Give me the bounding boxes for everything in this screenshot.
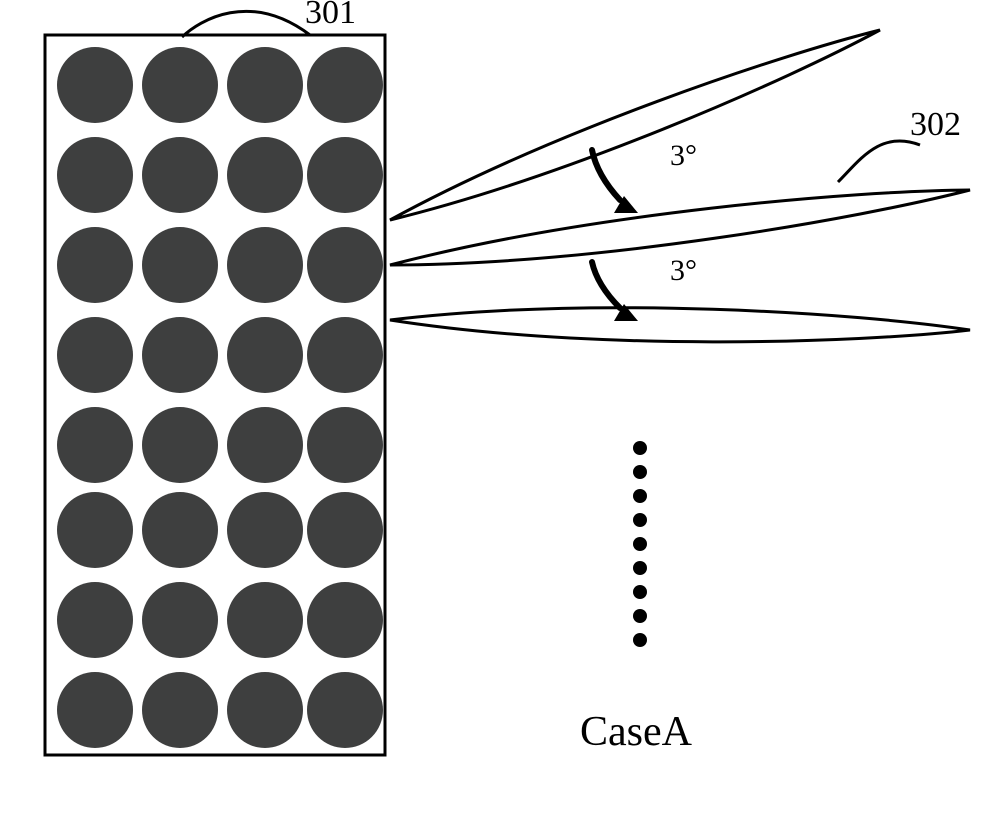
- array-element: [142, 407, 218, 483]
- array-element: [57, 137, 133, 213]
- array-element: [227, 317, 303, 393]
- array-element: [227, 672, 303, 748]
- angle-label: 3°: [670, 139, 697, 172]
- array-element: [227, 407, 303, 483]
- array-element: [142, 582, 218, 658]
- ellipsis-dot: [633, 441, 647, 455]
- array-element: [307, 582, 383, 658]
- array-element: [142, 317, 218, 393]
- array-element: [307, 137, 383, 213]
- beam-lobe: [390, 30, 880, 220]
- angle-arrow: [592, 150, 620, 200]
- array-element: [142, 47, 218, 123]
- array-element: [57, 492, 133, 568]
- leader-302-label: 302: [910, 106, 961, 143]
- ellipsis-dot: [633, 633, 647, 647]
- angle-label: 3°: [670, 254, 697, 287]
- array-element: [57, 47, 133, 123]
- leader-301-label: 301: [305, 0, 356, 31]
- ellipsis-dot: [633, 609, 647, 623]
- leader-301-line: [182, 11, 310, 37]
- array-element: [142, 227, 218, 303]
- array-element: [227, 227, 303, 303]
- array-element: [307, 317, 383, 393]
- array-element: [227, 137, 303, 213]
- array-element: [307, 672, 383, 748]
- ellipsis-dot: [633, 465, 647, 479]
- array-element: [57, 582, 133, 658]
- array-element: [142, 672, 218, 748]
- array-element: [307, 47, 383, 123]
- angle-arrow: [592, 262, 620, 308]
- ellipsis-dot: [633, 561, 647, 575]
- array-element: [227, 47, 303, 123]
- array-element: [227, 582, 303, 658]
- array-element: [57, 672, 133, 748]
- ellipsis-dot: [633, 513, 647, 527]
- array-element: [227, 492, 303, 568]
- figure-caption: CaseA: [580, 709, 693, 755]
- array-element: [57, 407, 133, 483]
- array-element: [307, 227, 383, 303]
- array-element: [57, 317, 133, 393]
- beam-lobe: [390, 308, 970, 342]
- array-element: [57, 227, 133, 303]
- ellipsis-dot: [633, 537, 647, 551]
- array-element: [142, 137, 218, 213]
- array-element: [307, 407, 383, 483]
- ellipsis-dot: [633, 489, 647, 503]
- array-element: [307, 492, 383, 568]
- leader-302-line: [838, 141, 920, 182]
- array-element: [142, 492, 218, 568]
- ellipsis-dot: [633, 585, 647, 599]
